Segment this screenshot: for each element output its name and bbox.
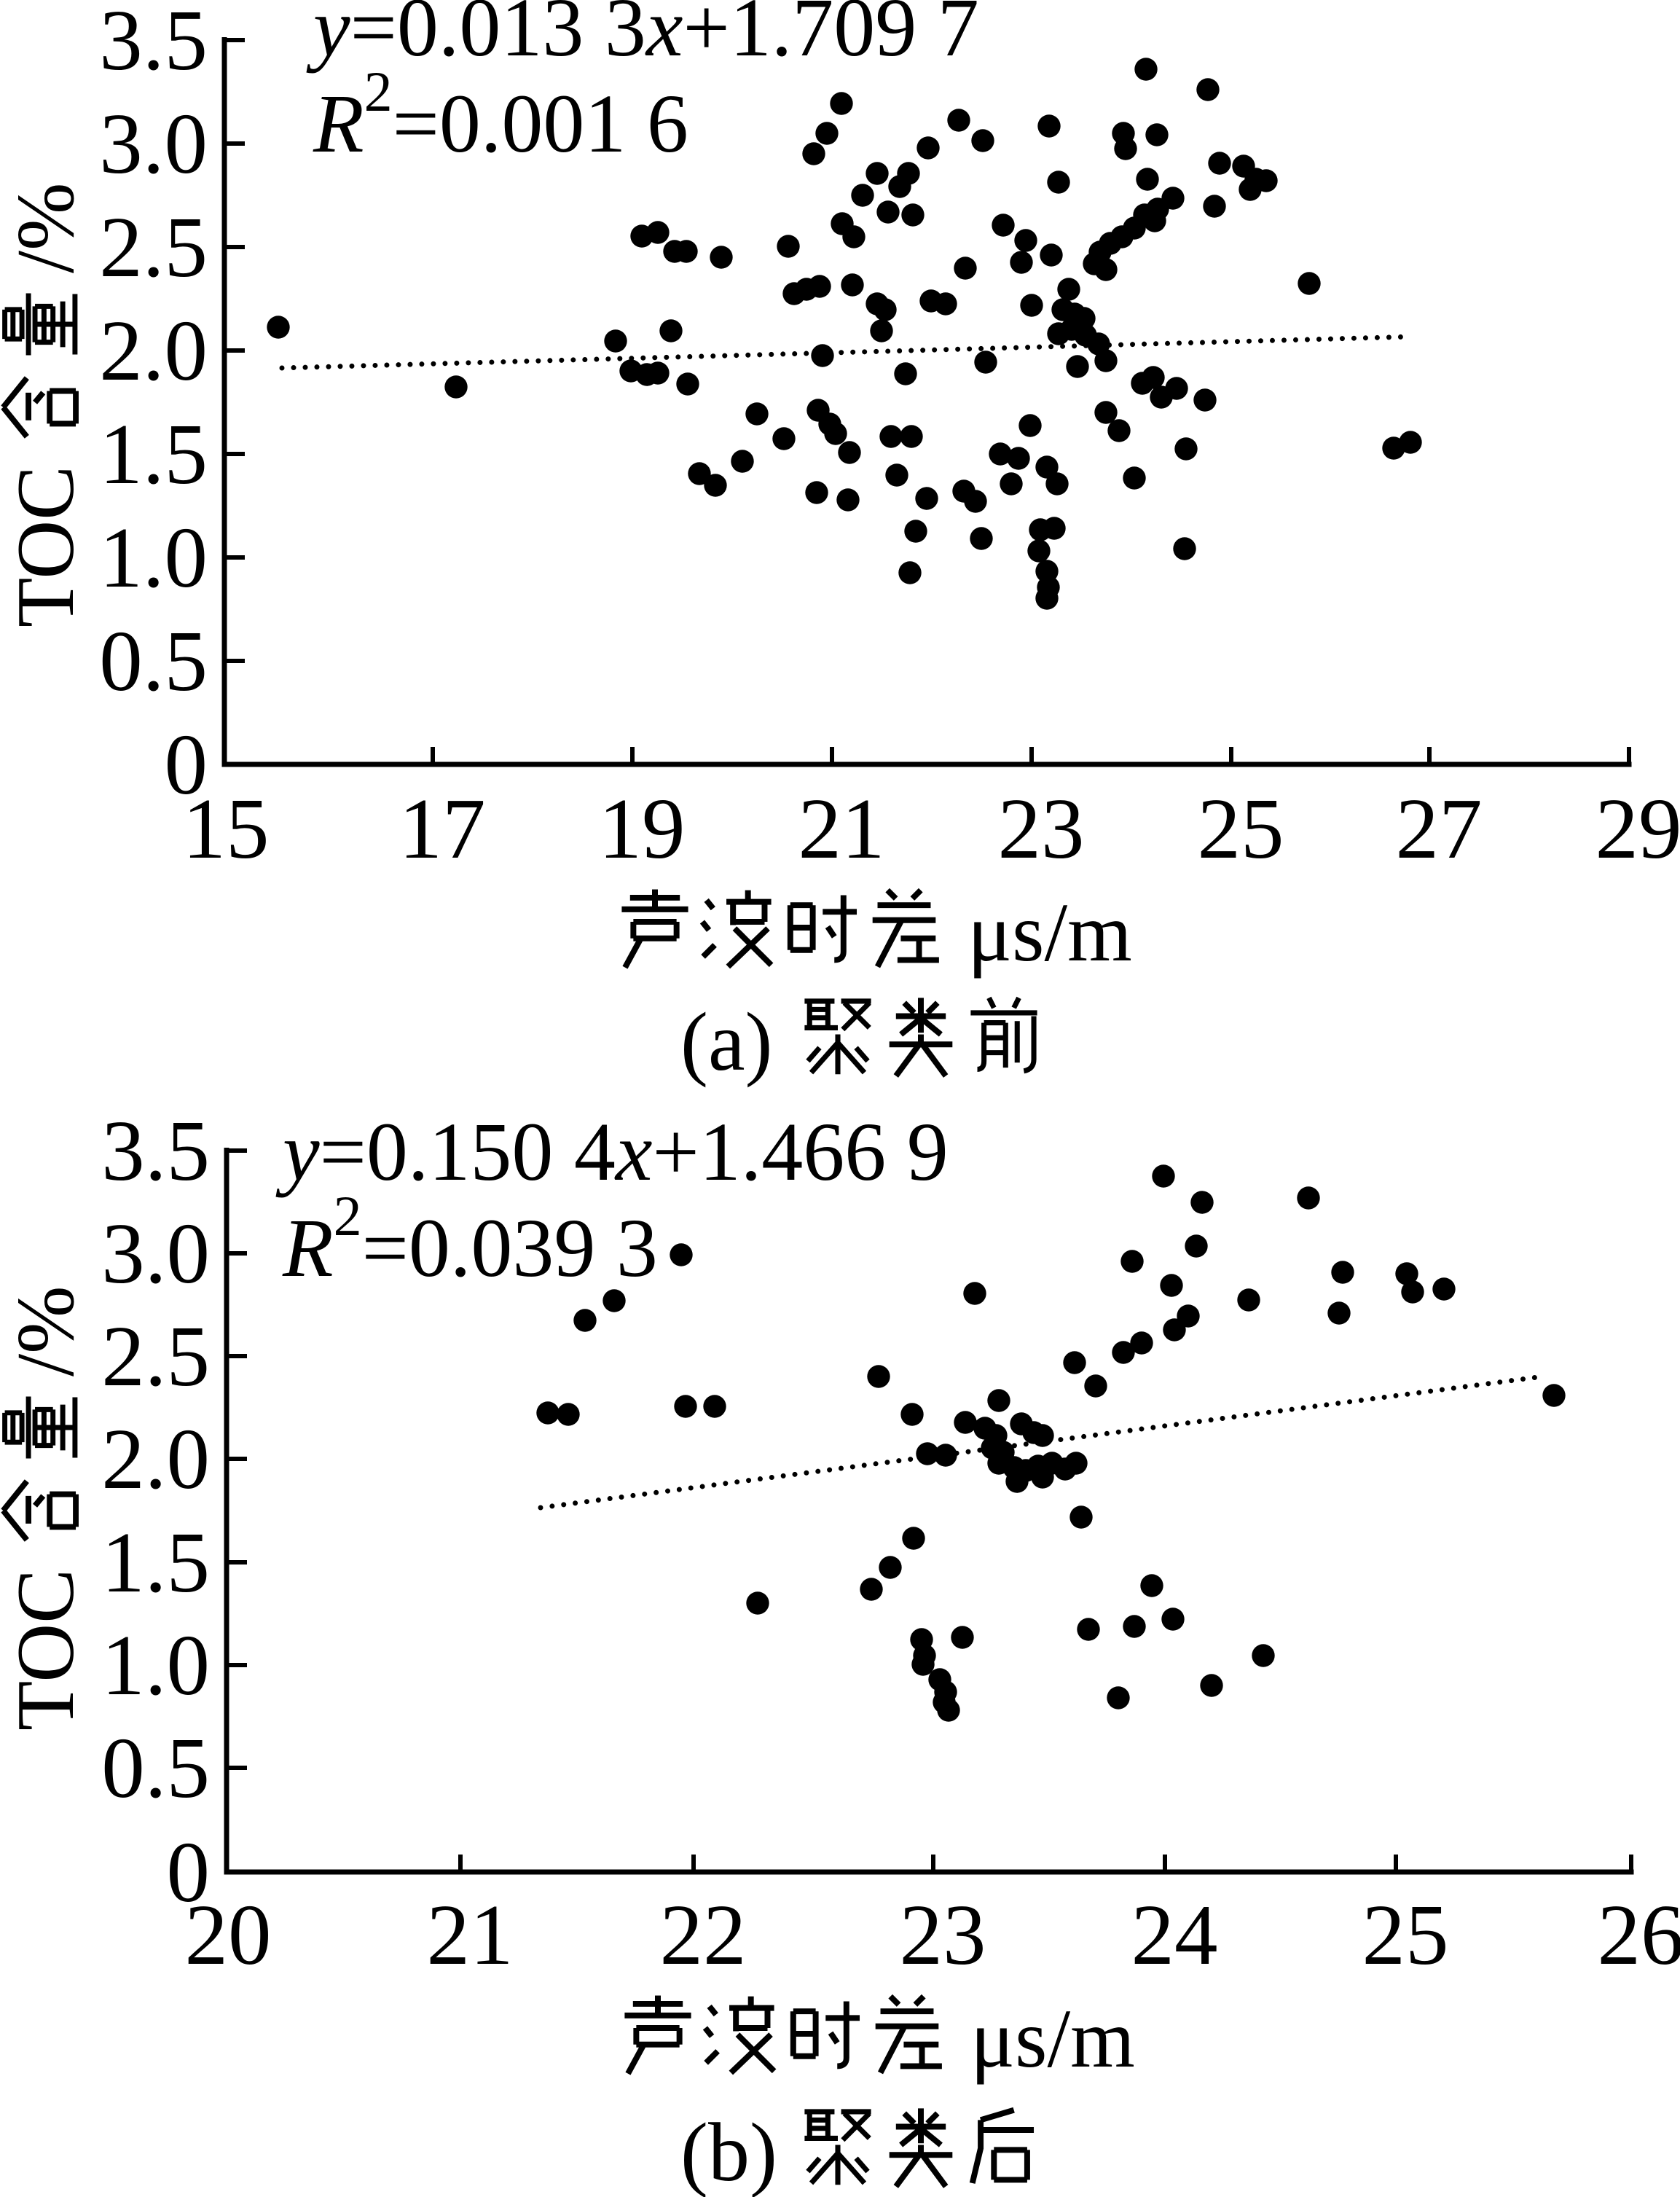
svg-text:(a): (a): [680, 995, 773, 1088]
svg-text:/%: /%: [1, 183, 91, 273]
svg-text:27: 27: [1396, 780, 1483, 877]
svg-text:15: 15: [183, 780, 270, 877]
svg-text:1.5: 1.5: [99, 406, 208, 502]
svg-text:23: 23: [998, 780, 1085, 877]
svg-text:TOC: TOC: [1, 1569, 91, 1731]
svg-text:y=0.150 4x+1.466 9: y=0.150 4x+1.466 9: [275, 1105, 949, 1198]
svg-text:25: 25: [1362, 1887, 1449, 1983]
svg-text:19: 19: [599, 780, 686, 877]
svg-text:1.0: 1.0: [101, 1617, 210, 1713]
svg-text:20: 20: [185, 1887, 272, 1983]
svg-text:y=0.013 3x+1.709 7: y=0.013 3x+1.709 7: [306, 0, 979, 74]
svg-text:3.5: 3.5: [99, 0, 208, 88]
svg-text:24: 24: [1131, 1887, 1218, 1983]
svg-text:μs/m: μs/m: [970, 1992, 1135, 2085]
svg-text:TOC: TOC: [1, 466, 91, 627]
svg-text:22: 22: [660, 1887, 747, 1983]
svg-text:2.0: 2.0: [99, 302, 208, 399]
svg-text:0: 0: [165, 716, 208, 812]
svg-text:17: 17: [399, 780, 486, 877]
svg-text:2.5: 2.5: [99, 199, 208, 295]
svg-text:25: 25: [1198, 780, 1284, 877]
svg-text:0: 0: [167, 1824, 211, 1920]
svg-text:21: 21: [427, 1887, 514, 1983]
svg-text:26: 26: [1598, 1887, 1680, 1983]
svg-text:μs/m: μs/m: [967, 886, 1132, 979]
svg-text:/%: /%: [1, 1286, 91, 1376]
svg-text:29: 29: [1595, 780, 1680, 877]
svg-text:1.0: 1.0: [99, 509, 208, 606]
svg-text:(b): (b): [680, 2106, 777, 2197]
svg-text:2.5: 2.5: [101, 1308, 210, 1404]
svg-text:R2=0.039 3: R2=0.039 3: [282, 1184, 658, 1294]
svg-text:3.0: 3.0: [101, 1205, 210, 1301]
svg-text:3.0: 3.0: [99, 95, 208, 192]
svg-text:21: 21: [798, 780, 885, 877]
svg-text:0.5: 0.5: [99, 613, 208, 709]
svg-text:3.5: 3.5: [101, 1103, 210, 1199]
svg-text:R2=0.001 6: R2=0.001 6: [313, 60, 688, 170]
svg-text:1.5: 1.5: [101, 1514, 210, 1610]
svg-text:0.5: 0.5: [101, 1720, 210, 1816]
svg-text:23: 23: [900, 1887, 986, 1983]
svg-text:2.0: 2.0: [101, 1411, 210, 1507]
